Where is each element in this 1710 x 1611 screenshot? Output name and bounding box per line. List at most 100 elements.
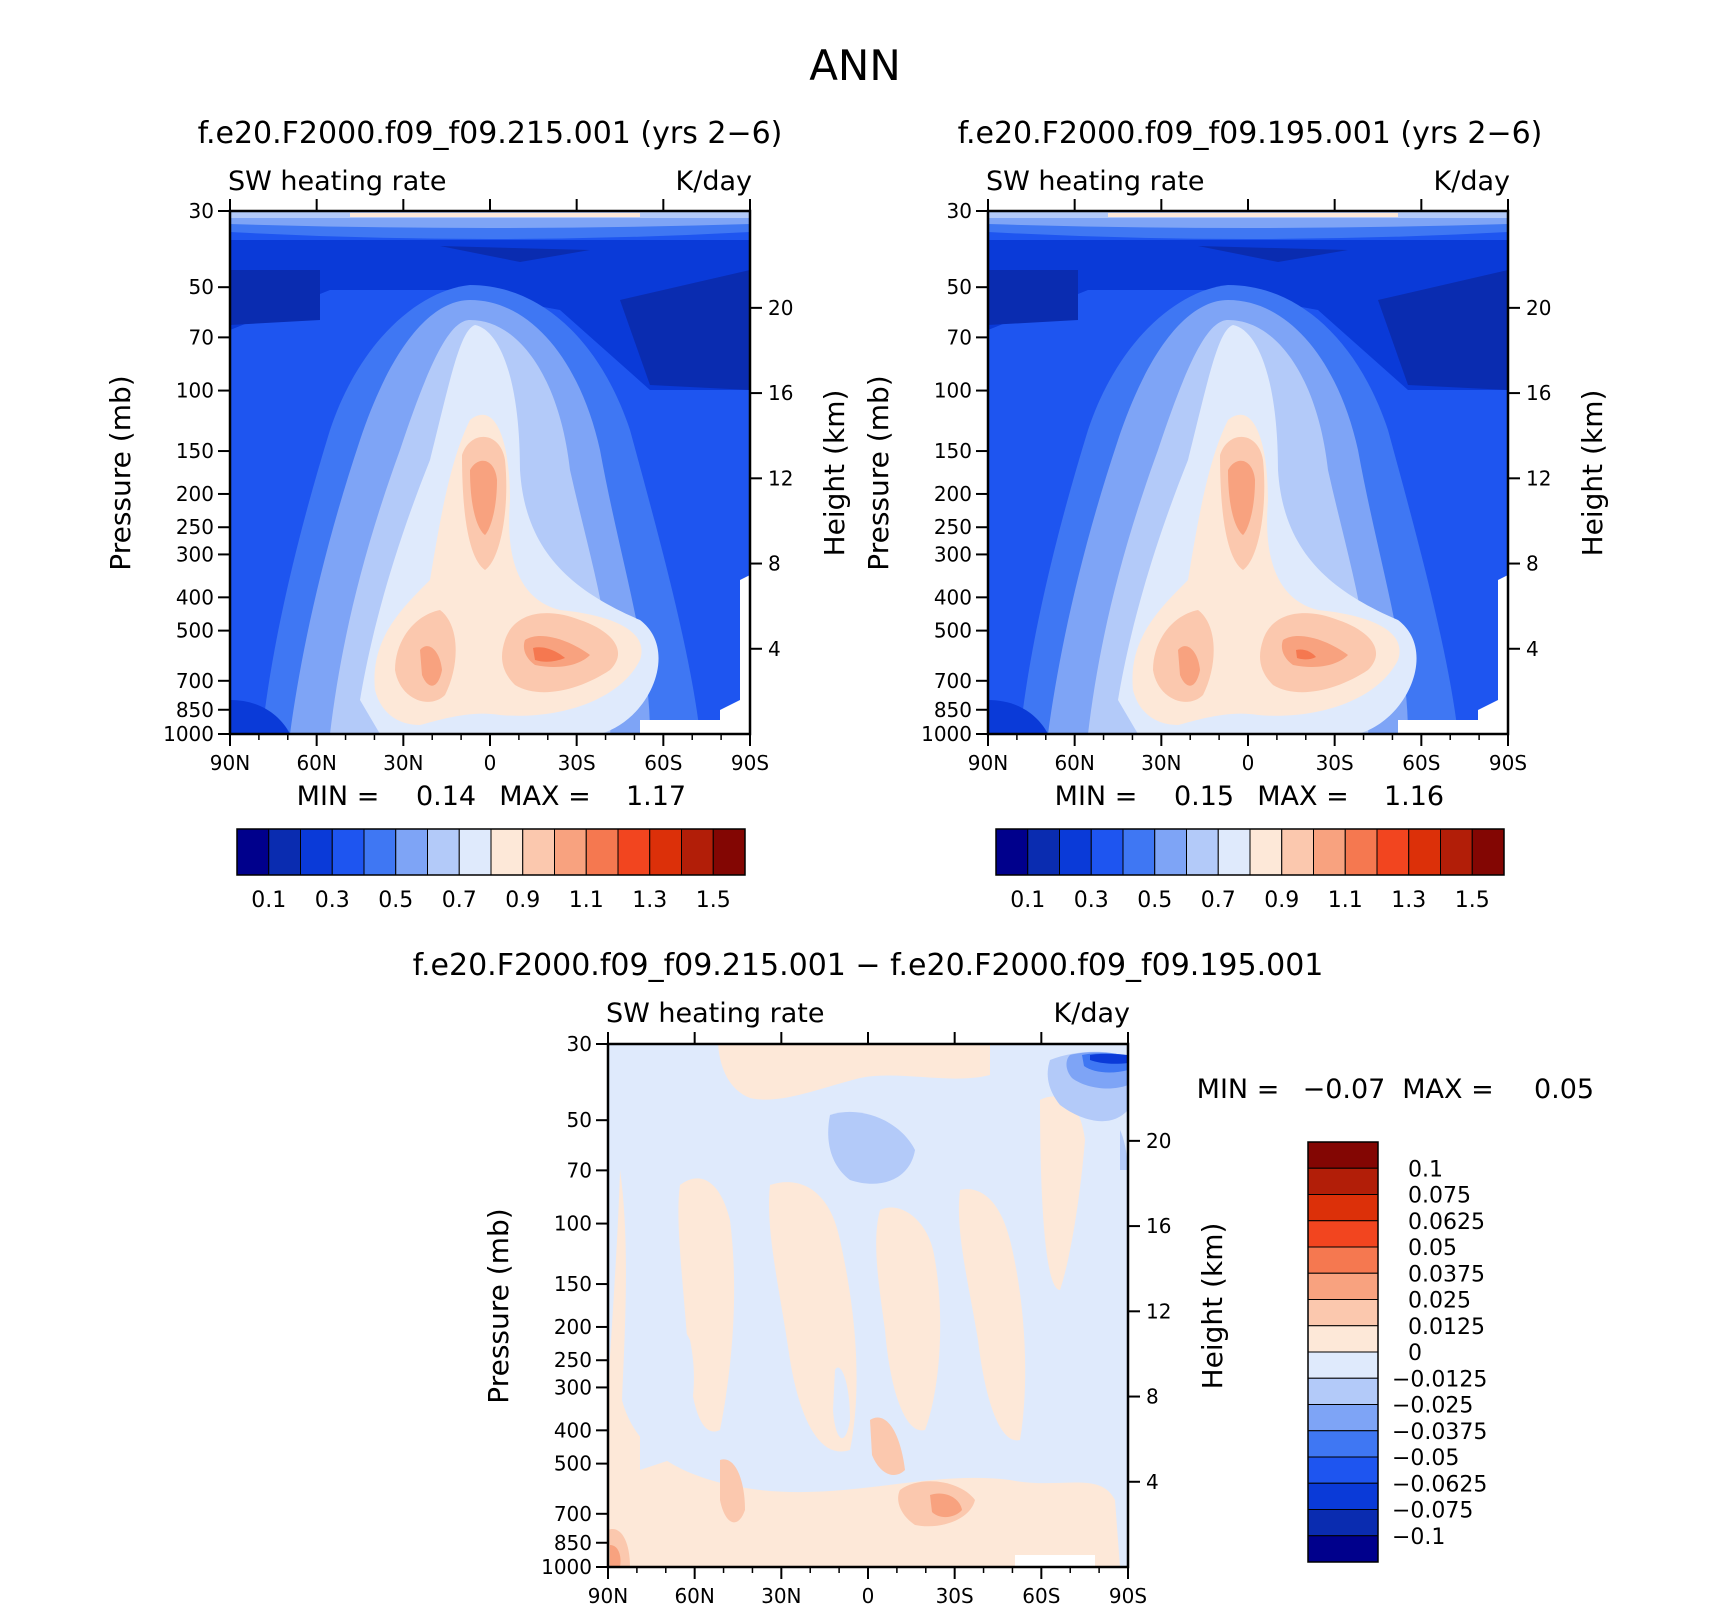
height-tick-label: 16 [1146, 1214, 1171, 1238]
x-tick-label: 0 [862, 1584, 875, 1608]
y-tick-label: 200 [934, 482, 972, 506]
colorbar-swatch [1281, 828, 1314, 876]
units-label: K/day [1054, 998, 1130, 1029]
y-tick-label: 250 [554, 1348, 592, 1372]
colorbar-swatch [1440, 828, 1473, 876]
colorbar-swatch [1307, 1325, 1379, 1353]
colorbar-swatch [1307, 1220, 1379, 1248]
y-tick-label: 100 [934, 379, 972, 403]
colorbar-swatch [395, 828, 428, 876]
height-tick-label: 12 [768, 466, 793, 490]
x-tick-label: 30S [936, 1584, 974, 1608]
colorbar-label: 0.1 [1010, 888, 1045, 913]
colorbar-label: −0.0625 [1392, 1472, 1487, 1497]
y-tick-label: 500 [176, 619, 214, 643]
panel-case-215: f.e20.F2000.f09_f09.215.001 (yrs 2−6) SW… [104, 116, 851, 913]
colorbar-swatch [1471, 828, 1505, 876]
colorbar-label: 1.1 [569, 888, 604, 913]
colorbar-swatch [1186, 828, 1219, 876]
colorbar-label: 1.3 [1391, 888, 1426, 913]
height-tick-label: 12 [1526, 466, 1551, 490]
y-tick-label: 250 [934, 515, 972, 539]
colorbar-swatch [1307, 1430, 1379, 1458]
min-value: 0.14 [416, 781, 476, 812]
colorbar-label: 0.075 [1408, 1184, 1471, 1209]
contour-field [230, 211, 750, 734]
colorbar-swatch [1307, 1482, 1379, 1510]
x-tick-label: 30N [761, 1584, 801, 1608]
max-label: MAX = [1257, 781, 1348, 812]
colorbar-label: 0.1 [251, 888, 286, 913]
colorbar-swatch [1249, 828, 1283, 876]
colorbar-label: 0.05 [1408, 1236, 1457, 1261]
colorbar-swatch [1307, 1272, 1379, 1300]
colorbar-label: 1.5 [696, 888, 731, 913]
panel-difference: f.e20.F2000.f09_f09.215.001 − f.e20.F200… [413, 948, 1594, 1608]
x-tick-label: 90N [968, 751, 1008, 775]
height-tick-label: 8 [1146, 1385, 1159, 1409]
colorbar-label: −0.1 [1392, 1525, 1445, 1550]
y-tick-label: 700 [934, 669, 972, 693]
y-tick-label: 1000 [541, 1555, 592, 1579]
y-tick-label: 200 [554, 1315, 592, 1339]
y-tick-label: 400 [934, 585, 972, 609]
colorbar-label: 0.3 [1074, 888, 1109, 913]
colorbar-label: 0.9 [1264, 888, 1299, 913]
y-axis-title: Pressure (mb) [104, 375, 137, 570]
colorbar-swatch [363, 828, 397, 876]
colorbar-swatch [1307, 1404, 1379, 1432]
colorbar-label: 0.0625 [1408, 1210, 1485, 1235]
x-tick-label: 60N [674, 1584, 714, 1608]
y-tick-label: 300 [176, 542, 214, 566]
axes: 90N 60N 30N 0 30S 60S 90S 30 50 70 100 150 200 250 300… [862, 199, 1609, 775]
colorbar-swatch [236, 828, 270, 876]
colorbar-label: 0.9 [505, 888, 540, 913]
height-tick-label: 12 [1146, 1299, 1171, 1323]
height-tick-label: 16 [768, 381, 793, 405]
x-tick-label: 60S [1402, 751, 1440, 775]
x-tick-label: 60N [296, 751, 336, 775]
y-tick-label: 400 [554, 1418, 592, 1442]
colorbar-label: −0.075 [1392, 1499, 1473, 1524]
x-tick-label: 90S [731, 751, 769, 775]
y-tick-label: 700 [176, 669, 214, 693]
colorbar-swatch [617, 828, 651, 876]
height-tick-label: 8 [1526, 552, 1539, 576]
y-tick-label: 400 [176, 585, 214, 609]
height-tick-label: 20 [768, 296, 793, 320]
colorbar-label: 0.7 [442, 888, 477, 913]
colorbar-swatch [1376, 828, 1410, 876]
min-label: MIN = [297, 781, 380, 812]
min-label: MIN = [1055, 781, 1138, 812]
colorbar-label: 0.0375 [1408, 1262, 1485, 1287]
colorbar-swatch [1059, 828, 1092, 876]
y-tick-label: 70 [189, 325, 214, 349]
height-tick-label: 8 [768, 552, 781, 576]
colorbar-swatch [1307, 1351, 1379, 1379]
x-tick-label: 0 [1242, 751, 1255, 775]
variable-label: SW heating rate [986, 166, 1204, 197]
height-tick-label: 4 [1526, 637, 1539, 661]
y-tick-label: 250 [176, 515, 214, 539]
colorbar-swatch [1090, 828, 1124, 876]
colorbar-label: 0.3 [315, 888, 350, 913]
y-tick-label: 500 [934, 619, 972, 643]
x-tick-label: 30N [1141, 751, 1181, 775]
y-tick-label: 700 [554, 1502, 592, 1526]
colorbar-swatch [1307, 1194, 1379, 1222]
y-tick-label: 150 [554, 1272, 592, 1296]
colorbar-swatch [995, 828, 1029, 876]
panel-title: f.e20.F2000.f09_f09.215.001 (yrs 2−6) [198, 116, 783, 151]
panel-title: f.e20.F2000.f09_f09.195.001 (yrs 2−6) [958, 116, 1543, 151]
colorbar-swatch [427, 828, 460, 876]
colorbar-swatch [1307, 1377, 1379, 1405]
y-tick-label: 1000 [163, 722, 214, 746]
colorbar-label: −0.0375 [1392, 1420, 1487, 1445]
colorbar-swatch [1313, 828, 1346, 876]
colorbar-label: 0.5 [378, 888, 413, 913]
colorbar-swatch [1307, 1141, 1379, 1169]
x-tick-label: 30S [1316, 751, 1354, 775]
y-tick-label: 50 [947, 275, 972, 299]
y-axis-title: Pressure (mb) [482, 1208, 515, 1403]
variable-label: SW heating rate [606, 998, 824, 1029]
